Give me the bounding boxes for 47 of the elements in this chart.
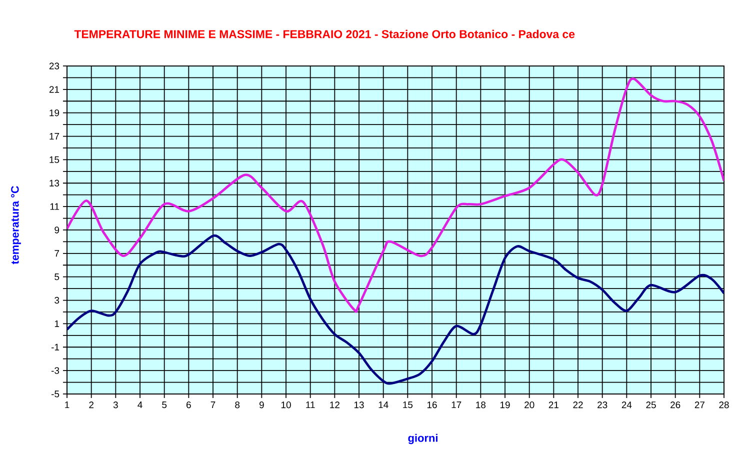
y-tick-label: 1	[54, 320, 60, 327]
x-tick-label: 27	[694, 402, 704, 408]
x-axis-title: giorni	[408, 434, 438, 444]
x-tick-label: 15	[403, 402, 413, 408]
x-tick-label: 22	[573, 402, 583, 408]
x-tick-label: 28	[719, 402, 729, 408]
y-tick-label: 21	[49, 86, 60, 93]
x-tick-label: 3	[113, 402, 118, 408]
x-tick-label: 12	[330, 402, 340, 408]
x-tick-label: 19	[500, 402, 510, 408]
y-tick-label: 7	[54, 250, 60, 257]
x-tick-label: 14	[378, 402, 388, 408]
x-tick-label: 4	[138, 402, 142, 408]
x-tick-label: 20	[524, 402, 534, 408]
y-axis-title: temperatura °C	[11, 186, 21, 264]
x-tick-label: 5	[162, 402, 167, 408]
y-tick-label: -5	[51, 390, 60, 398]
chart-title: TEMPERATURE MINIME E MASSIME - FEBBRAIO 2021 - Stazione Orto Botanico - Padova ce	[74, 30, 575, 38]
y-tick-label: 5	[54, 274, 60, 280]
x-tick-label: 9	[259, 402, 264, 408]
y-tick-label: 9	[54, 226, 60, 234]
y-tick-label: 11	[50, 203, 60, 210]
y-tick-label: -1	[51, 344, 60, 350]
y-tick-label: 23	[49, 62, 60, 70]
x-tick-label: 11	[306, 402, 315, 408]
x-tick-label: 2	[89, 402, 94, 408]
y-tick-label: 19	[50, 109, 60, 116]
x-tick-label: 16	[427, 402, 437, 408]
y-tick-label: -3	[51, 367, 60, 374]
y-tick-label: 17	[50, 133, 60, 140]
x-tick-label: 23	[598, 402, 608, 408]
y-tick-label: 15	[50, 156, 60, 164]
x-tick-label: 21	[548, 402, 558, 408]
x-tick-label: 6	[186, 402, 191, 408]
y-tick-label: 3	[54, 296, 60, 304]
x-tick-label: 7	[210, 402, 216, 408]
x-tick-label: 10	[281, 402, 291, 408]
x-tick-label: 25	[646, 402, 656, 408]
x-tick-label: 17	[452, 402, 462, 408]
x-tick-label: 13	[354, 402, 364, 408]
x-tick-label: 26	[670, 402, 680, 408]
x-tick-label: 8	[235, 402, 240, 408]
x-tick-label: 18	[476, 402, 486, 408]
y-tick-label: 13	[50, 180, 60, 186]
x-tick-label: 1	[65, 402, 70, 408]
line-series	[67, 234, 724, 385]
x-tick-label: 24	[622, 402, 632, 408]
